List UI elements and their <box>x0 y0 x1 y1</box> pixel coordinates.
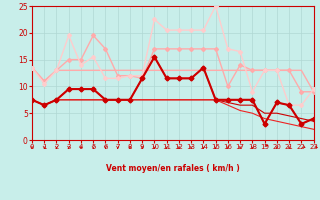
X-axis label: Vent moyen/en rafales ( km/h ): Vent moyen/en rafales ( km/h ) <box>106 164 240 173</box>
